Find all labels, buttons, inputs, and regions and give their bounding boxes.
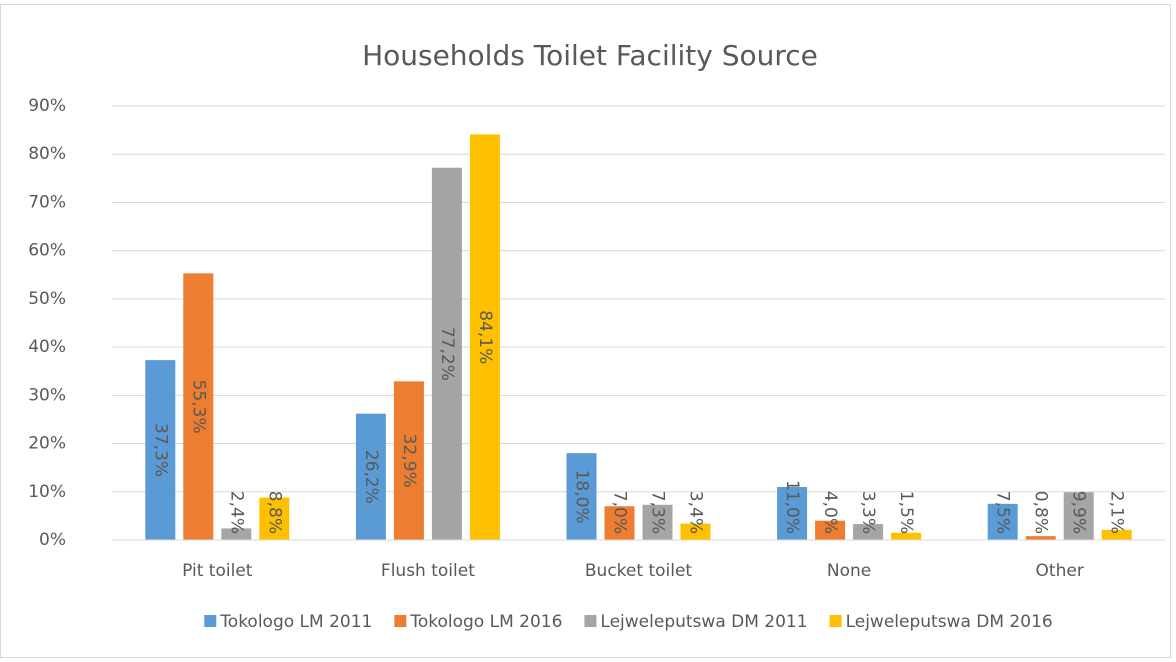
bar (853, 524, 884, 540)
bar (1025, 536, 1056, 540)
bar (221, 528, 252, 540)
data-label: 2,1% (1107, 491, 1127, 534)
data-label: 0,8% (1031, 491, 1051, 534)
bar (777, 486, 808, 540)
legend-swatch (584, 615, 597, 627)
data-label: 1,5% (896, 491, 916, 534)
data-label: 84,1% (475, 310, 495, 364)
legend-swatch (394, 615, 407, 627)
bar (680, 523, 711, 540)
bar (891, 532, 922, 540)
legend-label: Tokologo LM 2016 (409, 612, 562, 632)
bar (431, 167, 462, 541)
data-label: 7,5% (993, 491, 1013, 534)
bar (1063, 492, 1094, 540)
bar (183, 273, 214, 540)
data-label: 37,3% (150, 423, 170, 477)
legend-label: Lejweleputswa DM 2016 (846, 612, 1053, 632)
y-tick-label: 80% (28, 144, 66, 164)
legend-swatch (204, 615, 217, 627)
bar (355, 413, 386, 540)
data-label: 3,3% (858, 491, 878, 534)
x-tick-label: Other (1036, 561, 1084, 581)
bar (469, 134, 500, 540)
bar (393, 381, 424, 540)
x-tick-label: None (827, 561, 871, 581)
data-label: 2,4% (226, 491, 246, 534)
bar (1101, 529, 1132, 540)
data-label: 9,9% (1069, 491, 1089, 534)
y-tick-label: 40% (28, 337, 66, 357)
y-tick-label: 60% (28, 241, 66, 261)
y-tick-label: 0% (39, 530, 66, 550)
data-label: 55,3% (188, 380, 208, 434)
data-label: 3,4% (686, 491, 706, 534)
bar (987, 503, 1018, 540)
data-label: 32,9% (399, 434, 419, 488)
data-label: 7,0% (610, 491, 630, 534)
x-tick-label: Flush toilet (381, 561, 475, 581)
x-tick-label: Bucket toilet (585, 561, 693, 581)
y-tick-label: 10% (28, 482, 66, 502)
x-tick-label: Pit toilet (182, 561, 253, 581)
y-tick-label: 90% (28, 96, 66, 116)
chart-border (0, 4, 1171, 658)
data-label: 11,0% (782, 480, 802, 534)
bar (566, 453, 597, 540)
legend-label: Lejweleputswa DM 2011 (600, 612, 807, 632)
y-tick-label: 70% (28, 192, 66, 212)
chart-title: Households Toilet Facility Source (362, 39, 818, 72)
data-label: 26,2% (361, 450, 381, 504)
data-label: 7,3% (648, 491, 668, 534)
legend-label: Tokologo LM 2011 (219, 612, 372, 632)
bar (145, 360, 176, 540)
bar (815, 520, 846, 540)
bar (642, 504, 673, 540)
data-label: 8,8% (264, 491, 284, 534)
bar (259, 497, 290, 540)
y-tick-label: 20% (28, 434, 66, 454)
y-tick-label: 50% (28, 289, 66, 309)
y-tick-label: 30% (28, 385, 66, 405)
bar (604, 506, 635, 540)
data-label: 4,0% (820, 491, 840, 534)
data-label: 18,0% (572, 470, 592, 524)
legend-swatch (829, 615, 842, 627)
data-label: 77,2% (437, 327, 457, 381)
